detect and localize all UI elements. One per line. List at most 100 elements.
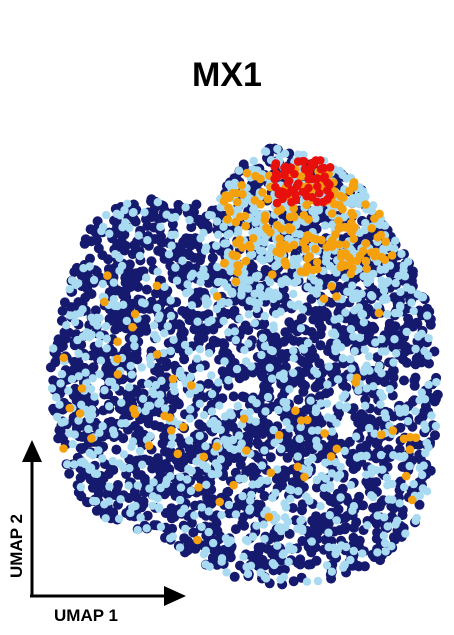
scatter-point xyxy=(59,353,68,363)
scatter-point xyxy=(165,485,176,496)
scatter-point xyxy=(306,396,315,405)
scatter-point xyxy=(171,263,180,272)
scatter-point xyxy=(145,484,154,493)
scatter-point xyxy=(362,264,372,274)
scatter-point xyxy=(176,472,185,482)
scatter-point xyxy=(421,424,430,434)
scatter-point xyxy=(393,516,402,525)
scatter-point xyxy=(185,287,195,296)
scatter-point xyxy=(101,514,110,523)
scatter-point xyxy=(290,169,299,179)
scatter-point xyxy=(69,267,80,277)
scatter-point xyxy=(224,376,233,385)
scatter-point xyxy=(195,399,205,408)
scatter-point xyxy=(183,475,192,484)
scatter-point xyxy=(423,311,432,320)
scatter-point xyxy=(297,536,308,546)
scatter-point xyxy=(88,410,97,420)
scatter-point xyxy=(302,492,311,501)
scatter-point xyxy=(298,305,308,314)
scatter-point xyxy=(68,439,78,449)
scatter-point xyxy=(255,283,265,292)
scatter-point xyxy=(231,510,241,519)
scatter-point xyxy=(397,338,408,349)
scatter-point xyxy=(276,224,286,233)
scatter-point xyxy=(64,468,75,479)
scatter-point xyxy=(320,172,330,181)
scatter-point xyxy=(201,560,210,569)
scatter-point xyxy=(187,363,198,374)
scatter-point xyxy=(76,444,87,455)
scatter-point xyxy=(381,237,391,246)
scatter-point xyxy=(335,401,344,410)
scatter-point xyxy=(85,448,94,458)
scatter-point xyxy=(186,486,196,496)
scatter-point xyxy=(70,460,79,469)
scatter-point xyxy=(283,517,293,526)
scatter-point xyxy=(323,195,332,204)
scatter-point xyxy=(133,525,142,535)
scatter-point xyxy=(323,380,332,389)
scatter-point xyxy=(383,522,392,531)
scatter-point xyxy=(369,382,378,391)
scatter-point xyxy=(156,483,165,493)
scatter-point xyxy=(127,249,138,260)
scatter-point xyxy=(261,407,270,416)
scatter-point xyxy=(94,446,103,455)
scatter-point xyxy=(348,281,357,290)
scatter-point xyxy=(107,377,117,387)
scatter-point xyxy=(269,425,278,435)
scatter-point xyxy=(381,547,390,556)
scatter-point xyxy=(364,352,374,361)
scatter-point xyxy=(345,186,354,196)
scatter-point xyxy=(143,379,153,388)
scatter-point xyxy=(388,479,397,489)
scatter-point xyxy=(234,166,244,175)
scatter-point xyxy=(231,335,240,345)
scatter-point xyxy=(240,346,249,355)
scatter-point xyxy=(220,239,229,248)
scatter-point xyxy=(424,334,433,343)
scatter-point xyxy=(165,450,176,461)
scatter-point xyxy=(70,317,80,327)
scatter-point xyxy=(312,369,322,378)
scatter-point xyxy=(105,402,114,411)
scatter-point xyxy=(242,168,252,178)
scatter-point xyxy=(108,456,118,466)
scatter-point xyxy=(190,511,199,520)
scatter-point xyxy=(357,310,366,319)
scatter-point xyxy=(238,492,247,501)
scatter-point xyxy=(290,278,299,287)
scatter-point xyxy=(78,457,88,466)
scatter-point xyxy=(407,495,417,505)
scatter-point xyxy=(110,324,121,335)
scatter-point xyxy=(154,399,163,408)
scatter-point xyxy=(45,362,56,373)
scatter-point xyxy=(380,513,389,522)
scatter-point xyxy=(333,545,342,555)
scatter-point xyxy=(354,303,364,312)
scatter-point xyxy=(59,297,70,308)
scatter-point xyxy=(185,414,195,423)
scatter-point xyxy=(270,162,279,171)
scatter-point xyxy=(239,520,250,531)
scatter-point xyxy=(166,513,177,524)
scatter-point xyxy=(269,324,278,333)
scatter-point xyxy=(82,283,93,294)
scatter-point xyxy=(251,208,260,217)
scatter-point xyxy=(173,199,184,210)
scatter-point xyxy=(235,459,246,470)
scatter-point xyxy=(238,512,248,523)
scatter-point xyxy=(192,457,201,466)
scatter-point xyxy=(309,522,320,533)
scatter-point xyxy=(229,305,240,316)
scatter-point xyxy=(62,460,72,469)
scatter-point xyxy=(317,449,327,460)
scatter-point xyxy=(400,404,410,413)
scatter-point xyxy=(212,217,222,226)
scatter-point xyxy=(149,420,160,431)
scatter-point xyxy=(51,393,61,402)
scatter-point xyxy=(167,440,176,449)
scatter-point xyxy=(334,471,344,480)
scatter-point xyxy=(54,425,65,436)
